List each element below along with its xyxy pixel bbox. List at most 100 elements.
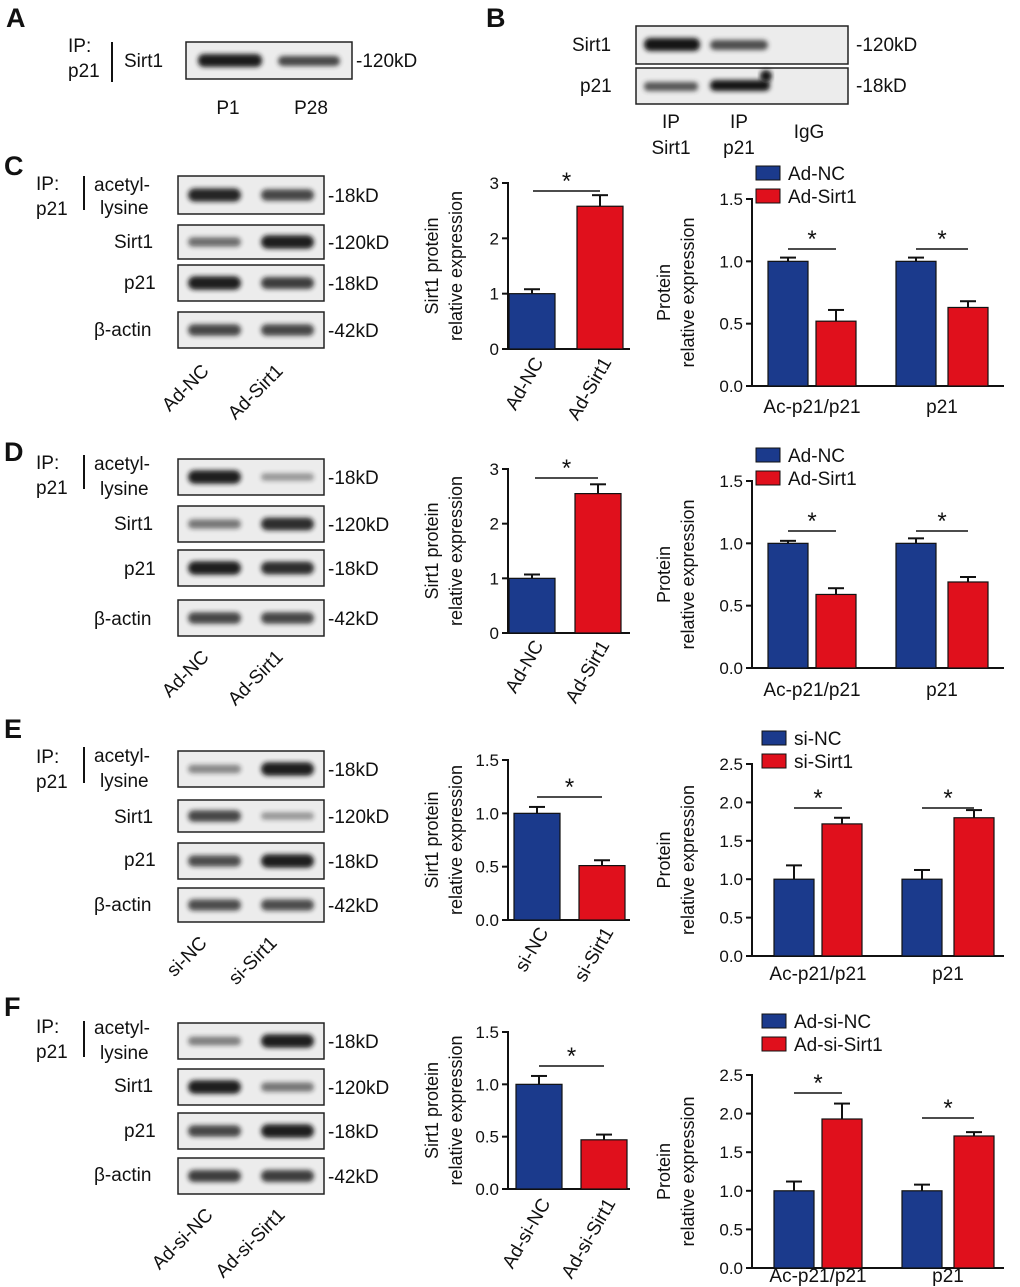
size-marker: -120kD — [356, 51, 417, 72]
blot-strip — [177, 549, 325, 587]
y-tick-label: 0.0 — [719, 377, 743, 396]
y-axis-title: Sirt1 protein — [422, 217, 442, 314]
y-tick-label: 2 — [490, 515, 499, 534]
bar — [513, 812, 561, 921]
significance-star: * — [813, 785, 822, 812]
row-label: acetyl- — [94, 175, 150, 196]
y-tick-label: 0.5 — [719, 597, 743, 616]
row-label: Sirt1 — [114, 232, 153, 253]
chart-d2: 0.0 0.5 1.0 1.5 Protein relative expression * A… — [654, 446, 1004, 701]
band — [261, 277, 314, 289]
significance-star: * — [943, 785, 952, 812]
blot-strip-sirt1 — [635, 25, 849, 65]
legend-label: Ad-Sirt1 — [788, 187, 857, 208]
row-label: p21 — [124, 1121, 156, 1142]
blot-strip — [177, 750, 325, 788]
y-tick-label: 1.0 — [719, 252, 743, 271]
blot-strip — [177, 842, 325, 880]
lane-label: Ad-Sirt1 — [224, 647, 287, 710]
band — [188, 1125, 241, 1137]
legend-swatch — [755, 447, 781, 463]
ip-label-line-2: p21 — [36, 1042, 68, 1063]
panel-d: D IP: p21 acetyl-lysine -18kD Sirt1 -120kD p21 -… — [4, 437, 389, 710]
category-label: Ad-Sirt1 — [564, 354, 617, 424]
band — [188, 324, 241, 336]
blot-strip — [177, 175, 325, 215]
y-tick-label: 1.0 — [719, 870, 743, 889]
category-label: si-NC — [511, 924, 553, 976]
band — [188, 1036, 241, 1046]
row-label-p21: p21 — [580, 76, 612, 97]
band-label-sirt1: Sirt1 — [124, 51, 163, 72]
y-axis-title: relative expression — [446, 191, 466, 341]
row-label: lysine — [100, 771, 149, 792]
y-tick-label: 0.0 — [719, 947, 743, 966]
significance-star: * — [813, 1070, 822, 1097]
blot-strip — [177, 224, 325, 260]
y-tick-label: 1.5 — [719, 472, 743, 491]
band — [261, 1170, 314, 1182]
y-axis-title: relative expression — [678, 785, 698, 935]
band — [188, 237, 241, 247]
row-label: β-actin — [94, 1165, 151, 1186]
significance-star: * — [937, 508, 946, 535]
band — [261, 762, 314, 776]
row-label: lysine — [100, 1043, 149, 1064]
blot-strip — [177, 1112, 325, 1150]
lane-label: Ad-NC — [158, 647, 213, 702]
bar — [574, 493, 622, 634]
band — [261, 1082, 314, 1092]
blot-strip — [177, 505, 325, 543]
category-label: p21 — [932, 964, 964, 985]
category-label: Ad-Sirt1 — [562, 637, 615, 707]
bar — [515, 1083, 563, 1190]
row-label: p21 — [124, 850, 156, 871]
lane-label-ip-sirt1-2: Sirt1 — [651, 138, 690, 159]
blot-strip — [177, 1157, 325, 1195]
category-label: Ac-p21/p21 — [763, 680, 860, 701]
legend-swatch — [761, 1013, 787, 1029]
lane-label-ip-sirt1-1: IP — [662, 112, 680, 133]
band — [188, 188, 241, 202]
y-axis-title: relative expression — [678, 499, 698, 649]
y-tick-label: 0 — [490, 340, 499, 359]
size-marker: -42kD — [328, 896, 379, 917]
y-tick-label: 1.5 — [475, 751, 499, 770]
y-tick-label: 1.5 — [719, 832, 743, 851]
band — [261, 812, 314, 820]
ip-label-line-1: IP: — [36, 453, 59, 474]
band — [188, 1170, 241, 1182]
row-label: lysine — [100, 198, 149, 219]
y-tick-label: 0.5 — [719, 909, 743, 928]
y-tick-label: 2.0 — [719, 793, 743, 812]
ip-label-line-2: p21 — [68, 61, 100, 82]
band — [188, 612, 241, 624]
y-axis-title: relative expression — [446, 1035, 466, 1185]
lane-label: si-Sirt1 — [225, 933, 282, 990]
blot-strip — [177, 311, 325, 349]
size-marker-p21: -18kD — [856, 76, 907, 97]
category-label: Ac-p21/p21 — [769, 1266, 866, 1287]
ip-label-line-2: p21 — [36, 772, 68, 793]
y-tick-label: 0.0 — [475, 1180, 499, 1199]
category-label: Ad-si-NC — [499, 1195, 556, 1272]
size-marker: -42kD — [328, 321, 379, 342]
row-label: acetyl- — [94, 454, 150, 475]
lane-label-ip-p21-1: IP — [730, 112, 748, 133]
band — [261, 473, 314, 481]
band-p1 — [198, 54, 262, 67]
legend-label: Ad-si-Sirt1 — [794, 1035, 883, 1056]
significance-star: * — [567, 1043, 576, 1070]
row-label: Sirt1 — [114, 514, 153, 535]
bar — [895, 542, 937, 669]
bar — [901, 878, 943, 957]
category-label: Ad-NC — [502, 637, 549, 697]
band — [188, 899, 241, 911]
band — [188, 855, 241, 867]
significance-star: * — [937, 226, 946, 253]
size-marker: -18kD — [328, 559, 379, 580]
blot-strip — [177, 887, 325, 923]
chart-c2: 0.0 0.5 1.0 1.5 Protein relative expression * A… — [654, 164, 1004, 418]
row-label: acetyl- — [94, 746, 150, 767]
